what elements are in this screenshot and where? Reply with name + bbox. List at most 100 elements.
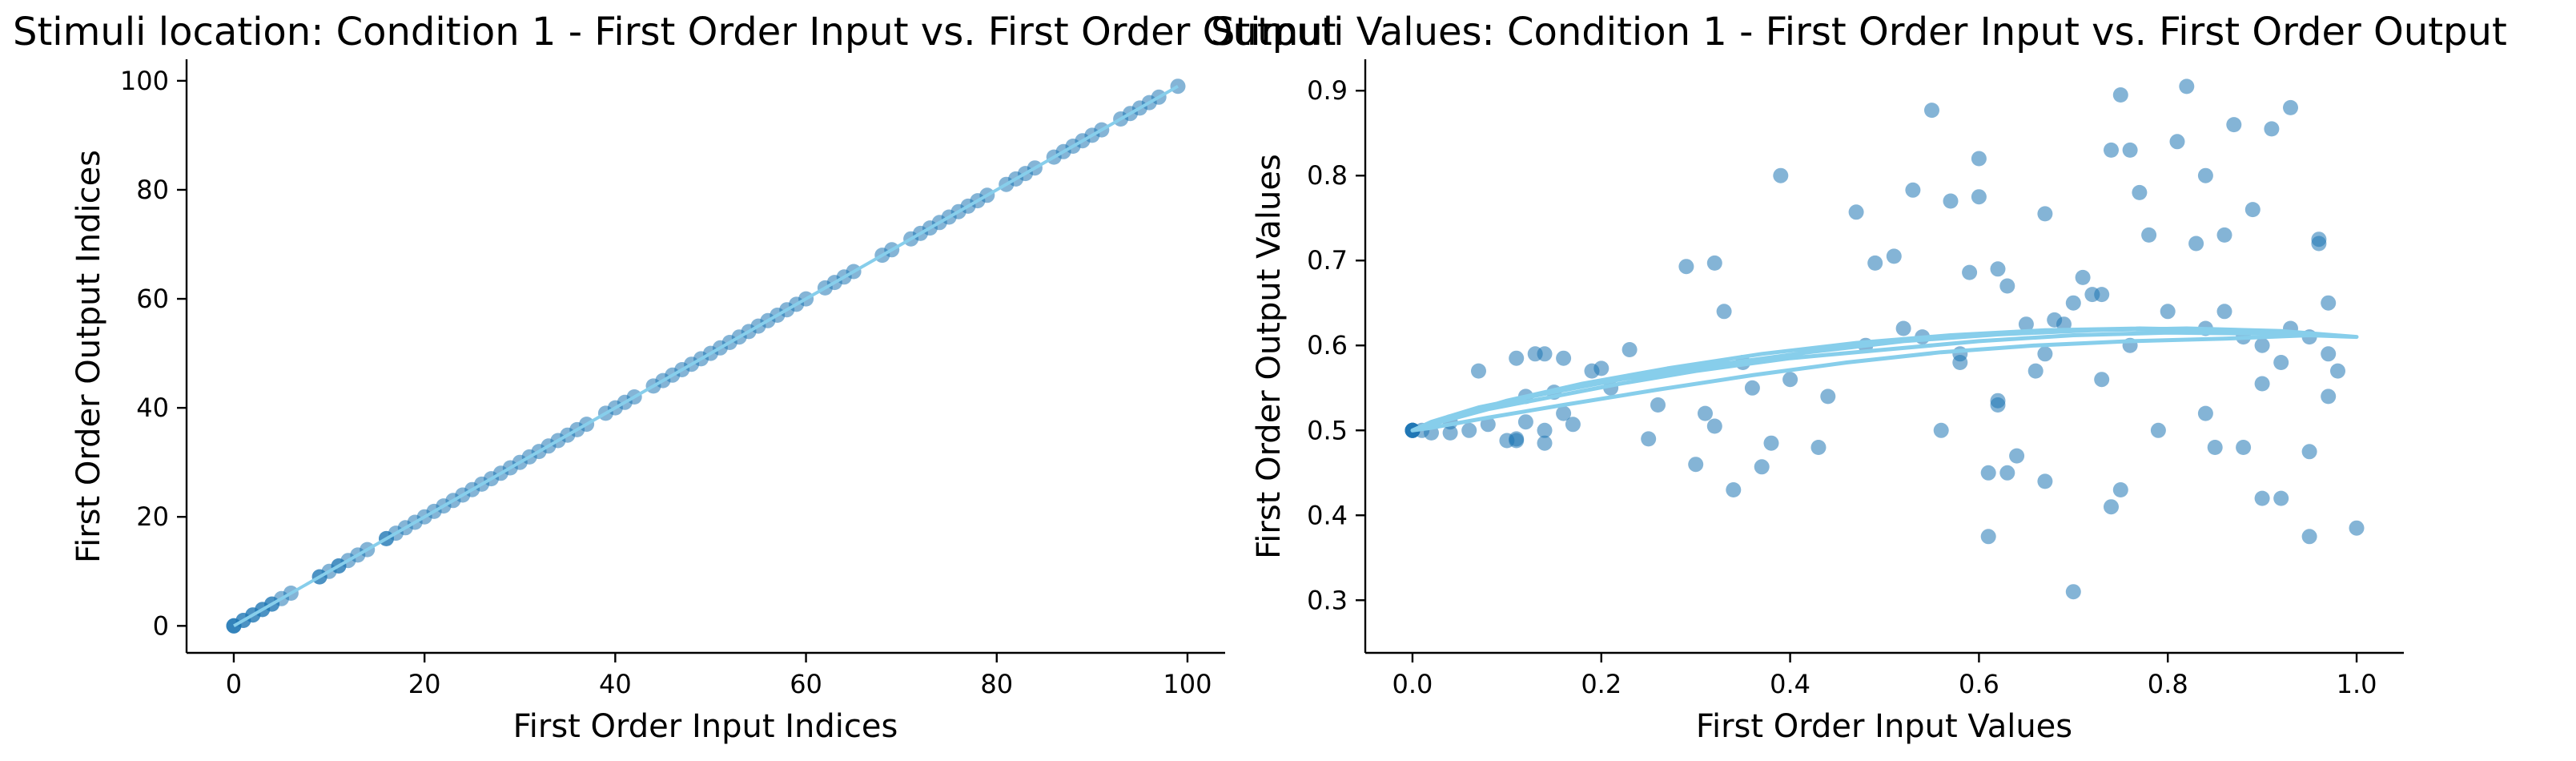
right-chart-data-point [1990, 261, 2006, 277]
left-chart-x-tick-label: 40 [599, 669, 632, 699]
right-chart-x-tick-label: 0.2 [1581, 669, 1622, 699]
right-chart-data-point [1867, 255, 1883, 271]
right-chart-data-point [1565, 417, 1581, 433]
right-chart-data-point [2065, 295, 2081, 311]
right-chart-data-point [1962, 264, 1978, 280]
right-chart-data-point [1905, 182, 1921, 198]
right-chart-data-point [1895, 320, 1911, 336]
right-chart-marks [1405, 79, 2365, 600]
right-chart-data-point [1744, 380, 1760, 396]
right-chart-data-point [1716, 304, 1732, 320]
left-chart-x-axis-label: First Order Input Indices [513, 708, 898, 745]
right-chart-data-point [1726, 482, 1742, 497]
right-chart-y-tick-label: 0.3 [1307, 585, 1348, 615]
right-chart-data-point [1480, 417, 1496, 433]
left-chart-x-tick-label: 20 [408, 669, 441, 699]
right-chart-data-point [1933, 422, 1949, 438]
left-chart-panel: Stimuli location: Condition 1 - First Or… [13, 10, 1336, 745]
right-chart-data-point [2094, 372, 2110, 388]
right-chart-data-point [2141, 227, 2157, 243]
right-chart-data-point [2018, 316, 2034, 332]
right-chart-data-point [2273, 355, 2289, 370]
right-chart-data-point [2330, 363, 2345, 379]
right-chart-data-point [2188, 236, 2204, 252]
right-chart-data-point [2283, 99, 2298, 115]
right-chart-data-point [2254, 337, 2270, 353]
right-chart-data-point [2104, 142, 2119, 158]
left-chart-y-tick-label: 80 [136, 175, 169, 205]
left-chart-y-tick-label: 100 [120, 66, 169, 96]
right-chart-data-point [1810, 440, 1827, 455]
right-chart-panel: 0.0 0.2 0.4 0.6 0.8 1.0 0.3 0.4 0.5 0.6 0.7 0.8 0.9… [1211, 10, 2507, 745]
right-chart-y-axis-label: First Order Output Values [1251, 154, 1288, 559]
right-chart-x-tick-label: 1.0 [2337, 669, 2377, 699]
right-chart-data-point [2197, 167, 2213, 183]
right-chart-data-point [1706, 418, 1722, 434]
right-chart-data-point [1622, 342, 1638, 357]
right-chart-data-point [2226, 117, 2242, 133]
left-chart-y-tick-label: 20 [136, 501, 169, 532]
right-chart-data-point [2132, 184, 2148, 200]
right-chart-data-point [1593, 360, 1609, 376]
right-chart-data-point [1848, 204, 1864, 220]
right-chart-data-point [2075, 269, 2091, 285]
right-chart-data-point [2244, 202, 2261, 218]
right-chart-data-point [2150, 422, 2166, 438]
right-chart-y-tick-label: 0.8 [1307, 160, 1348, 191]
right-chart-data-point [1509, 431, 1525, 447]
right-chart-data-point [1517, 414, 1533, 430]
right-chart-data-point [2301, 529, 2317, 545]
right-chart-data-point [1971, 189, 1987, 205]
right-chart-data-point [1782, 372, 1798, 388]
right-chart-data-point [1943, 193, 1959, 209]
right-chart-data-point [1641, 431, 1657, 447]
right-chart-data-point [2254, 376, 2270, 392]
right-chart-data-point [1980, 529, 1996, 545]
right-chart-x-axis-label: First Order Input Values [1696, 708, 2072, 745]
right-chart-data-point [2216, 304, 2232, 320]
left-chart-trend-line [233, 84, 1179, 628]
right-chart-y-tick-label: 0.4 [1307, 500, 1348, 530]
right-chart-title: Stimuli Values: Condition 1 - First Orde… [1211, 10, 2507, 54]
left-chart-y-tick-label: 40 [136, 393, 169, 423]
right-chart-data-point [2112, 87, 2128, 103]
right-chart-y-tick-label: 0.5 [1307, 415, 1348, 445]
left-chart-y-axis-label: First Order Output Indices [70, 150, 107, 563]
right-chart-data-point [1971, 151, 1987, 167]
right-chart-x-tick-label: 0.0 [1392, 669, 1433, 699]
left-chart-y-ticks: 0 20 40 60 80 100 [120, 66, 187, 641]
left-chart-y-tick-label: 0 [153, 610, 169, 641]
right-chart-data-point [1773, 167, 1789, 183]
right-chart-x-tick-label: 0.4 [1770, 669, 1810, 699]
right-chart-data-point [1820, 389, 1836, 405]
right-chart-data-point [2027, 363, 2044, 379]
right-chart-data-point [2009, 448, 2025, 464]
left-chart-x-tick-label: 100 [1163, 669, 1212, 699]
right-chart-data-point [1509, 350, 1525, 366]
right-chart-data-point [1556, 350, 1572, 366]
right-chart-data-point [2037, 206, 2053, 222]
left-chart-marks [226, 79, 1186, 634]
right-chart-y-tick-label: 0.9 [1307, 75, 1348, 106]
right-chart-data-point [2065, 584, 2081, 600]
right-chart-data-point [2273, 490, 2289, 506]
right-chart-data-point [1537, 422, 1553, 438]
right-chart-x-tick-label: 0.6 [1959, 669, 1999, 699]
right-chart-data-point [1924, 103, 1939, 119]
right-chart-data-point [1999, 465, 2015, 481]
right-chart-data-point [1471, 363, 1486, 379]
left-chart-x-tick-label: 60 [790, 669, 822, 699]
right-chart-data-point [1763, 435, 1779, 451]
right-chart-data-point [2037, 346, 2053, 362]
right-chart-data-point [1754, 459, 1770, 475]
right-chart-data-point [2037, 473, 2053, 489]
right-chart-x-tick-label: 0.8 [2148, 669, 2188, 699]
right-chart-data-point [2197, 405, 2213, 421]
left-chart-y-tick-label: 60 [136, 284, 169, 314]
right-chart-data-point [2321, 389, 2337, 405]
right-chart-data-point [2321, 295, 2337, 311]
right-chart-data-point [2179, 79, 2195, 95]
left-chart-x-tick-label: 0 [226, 669, 242, 699]
right-chart-data-point [2216, 227, 2232, 243]
